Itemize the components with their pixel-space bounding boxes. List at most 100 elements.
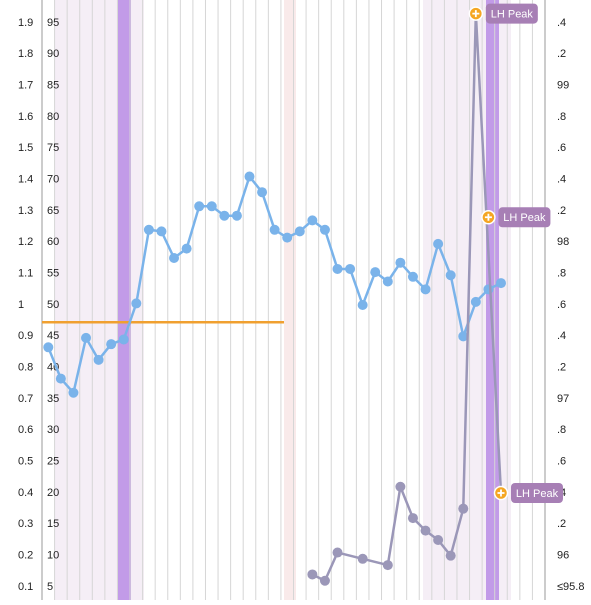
- tick-label: 0.1: [18, 581, 33, 593]
- data-point: [257, 187, 268, 198]
- tick-label: 95: [47, 17, 59, 29]
- tick-label: 1.8: [18, 48, 33, 60]
- tick-label: .8: [557, 111, 566, 123]
- peak-label-bg: [485, 3, 538, 24]
- data-point: [345, 263, 356, 274]
- tick-label: 35: [47, 393, 59, 405]
- band: [118, 0, 131, 600]
- tick-label: 75: [47, 142, 59, 154]
- data-point: [332, 547, 343, 558]
- tick-label: ≤95.8: [557, 581, 584, 593]
- peak-plus: [472, 10, 480, 18]
- data-point: [332, 263, 343, 274]
- tick-label: 98: [557, 236, 569, 248]
- tick-label: .2: [557, 518, 566, 530]
- tick-label: 25: [47, 456, 59, 468]
- tick-label: 1.6: [18, 111, 33, 123]
- data-point: [382, 560, 393, 571]
- data-point: [420, 525, 431, 536]
- data-point: [118, 334, 129, 345]
- data-point: [458, 331, 469, 342]
- tick-label: 0.5: [18, 456, 33, 468]
- peak-plus: [497, 489, 505, 497]
- data-point: [319, 224, 330, 235]
- tick-label: .4: [557, 330, 566, 342]
- data-point: [43, 342, 54, 353]
- peak-label: LH Peak: [503, 212, 546, 224]
- data-point: [483, 284, 494, 295]
- tick-label: .2: [557, 48, 566, 60]
- data-point: [294, 226, 305, 237]
- data-point: [382, 276, 393, 287]
- tick-label: 97: [557, 393, 569, 405]
- data-point: [445, 270, 456, 281]
- tick-label: 0.6: [18, 424, 33, 436]
- band: [284, 0, 296, 600]
- tick-label: .2: [557, 205, 566, 217]
- tick-label: 70: [47, 174, 59, 186]
- data-point: [470, 296, 481, 307]
- tick-label: 50: [47, 299, 59, 311]
- peak-label-bg: [498, 207, 551, 228]
- peak-plus: [484, 213, 492, 221]
- peak-label: LH Peak: [516, 488, 559, 500]
- data-point: [219, 210, 230, 221]
- data-point: [307, 569, 318, 580]
- data-point: [370, 267, 381, 278]
- data-point: [81, 332, 92, 343]
- data-point: [495, 278, 506, 289]
- tick-label: 65: [47, 205, 59, 217]
- data-point: [407, 513, 418, 524]
- data-point: [407, 271, 418, 282]
- tick-label: 1.4: [18, 174, 33, 186]
- tick-label: 0.7: [18, 393, 33, 405]
- tick-label: 5: [47, 581, 53, 593]
- tick-label: .4: [557, 174, 566, 186]
- data-point: [93, 354, 104, 365]
- data-point: [55, 373, 66, 384]
- data-point: [156, 226, 167, 237]
- tick-label: 1.1: [18, 268, 33, 280]
- tick-label: 85: [47, 80, 59, 92]
- band: [499, 0, 511, 600]
- data-point: [181, 243, 192, 254]
- data-point: [433, 535, 444, 545]
- data-point: [433, 238, 444, 249]
- tick-label: 1.9: [18, 17, 33, 29]
- data-point: [169, 253, 180, 263]
- data-point: [458, 503, 469, 514]
- data-point: [357, 553, 368, 564]
- tick-label: 90: [47, 48, 59, 60]
- band: [486, 0, 499, 600]
- tick-label: .6: [557, 142, 566, 154]
- tick-label: 60: [47, 236, 59, 248]
- tick-label: 0.8: [18, 362, 33, 374]
- tick-label: 1.7: [18, 80, 33, 92]
- tick-label: 99: [557, 80, 569, 92]
- data-point: [319, 575, 330, 586]
- data-point: [68, 387, 79, 398]
- tick-label: 10: [47, 550, 59, 562]
- data-point: [357, 300, 368, 310]
- band: [55, 0, 118, 600]
- data-point: [395, 257, 406, 268]
- data-point: [395, 481, 406, 492]
- data-point: [445, 550, 456, 561]
- tick-label: .8: [557, 424, 566, 436]
- data-point: [106, 339, 117, 350]
- tick-label: 0.3: [18, 518, 33, 530]
- tick-label: 1.2: [18, 236, 33, 248]
- data-point: [282, 232, 293, 243]
- peak-label: LH Peak: [491, 9, 534, 21]
- data-point: [244, 171, 255, 182]
- data-point: [143, 224, 154, 235]
- peak-label-bg: [510, 483, 563, 503]
- tick-label: .4: [557, 17, 566, 29]
- data-point: [131, 298, 142, 309]
- tick-label: 96: [557, 550, 569, 562]
- data-point: [206, 201, 217, 212]
- tick-label: 0.4: [18, 487, 33, 499]
- tick-label: 1: [18, 299, 24, 311]
